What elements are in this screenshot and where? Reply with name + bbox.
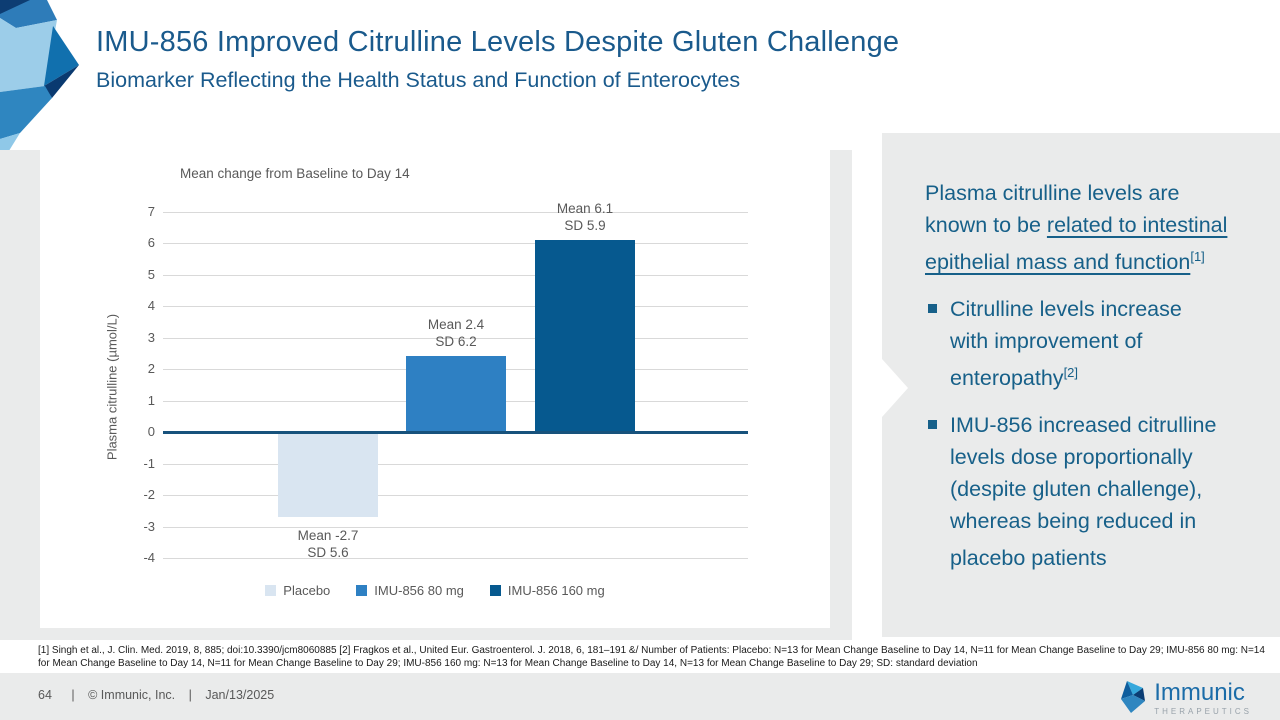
chart-legend: Placebo IMU-856 80 mg IMU-856 160 mg [40,583,830,598]
gridline [163,526,748,528]
y-tick-label: -2 [143,487,155,502]
y-tick-label: 5 [147,266,155,282]
panel-chevron-arrow-icon [882,359,908,417]
bar-label: Mean -2.7 SD 5.6 [253,527,403,561]
legend-item-IMU-856 80 mg: IMU-856 80 mg [356,583,464,598]
panel-bullet-2-text: IMU-856 increased citrulline levels dose… [950,413,1217,571]
y-tick-label: 4 [147,298,155,313]
bar-chart-plot: 7 6 5 4 3 2 1 0 -1 -2 -3 -4 Mean -2.7 SD 5.6 Mean 2.4 S… [40,150,830,628]
bar-IMU-856 160 mg [535,239,635,432]
panel-bullet-1: Citrulline levels increase with improvem… [925,293,1242,394]
bullet-square-icon [928,304,937,314]
logo-tagline: THERAPEUTICS [1154,707,1252,716]
footer-meta: 64 | © Immunic, Inc. | Jan/13/2025 [38,688,284,702]
bullet-square-icon [928,420,937,430]
bar-IMU-856 80 mg [406,356,506,432]
key-message-panel: Plasma citrulline levels are known to be… [882,133,1280,637]
gridline [163,211,748,213]
legend-label: Placebo [283,583,331,598]
bar-label-mean: Mean 6.1 [556,200,614,216]
chart-title: Mean change from Baseline to Day 14 [180,166,410,181]
y-tick-label: 0 [147,424,155,439]
gridline [163,274,748,276]
gridline [163,306,748,307]
legend-swatch-icon [265,585,277,596]
immunic-logo-gem-icon [1121,681,1146,713]
legend-swatch-icon [489,585,501,596]
slide-header: IMU-856 Improved Citrulline Levels Despi… [96,26,899,93]
panel-intro-underlined-text: related to intestinal epithelial mass an… [925,213,1228,275]
y-tick-label: -3 [143,518,155,534]
y-tick-label: 3 [147,329,155,345]
bar-Placebo [278,432,378,518]
y-tick-label: -1 [143,455,155,471]
y-tick-label: -4 [143,550,155,565]
logo-wordmark: Immunic [1154,679,1245,706]
decorative-gem-graphic [0,0,79,154]
bar-label: Mean 6.1 SD 5.9 [510,200,660,234]
legend-label: IMU-856 160 mg [507,583,605,598]
y-tick-label: 2 [147,361,155,376]
panel-intro-text: Plasma citrulline levels are known to be [925,181,1180,237]
slide-subtitle: Biomarker Reflecting the Health Status a… [96,68,741,92]
bar-label-sd: SD 6.2 [435,334,477,350]
y-tick-label: 7 [147,203,155,219]
panel-bullet-1-text: Citrulline levels increase with improvem… [950,297,1182,391]
bar-label-sd: SD 5.6 [307,545,349,561]
slide-footer: 64 | © Immunic, Inc. | Jan/13/2025 Immun… [0,673,1280,720]
gridline [163,558,748,559]
citation-ref-1: [1] [1190,249,1205,264]
legend-label: IMU-856 80 mg [374,583,464,598]
footnote-band: [1] Singh et al., J. Clin. Med. 2019, 8,… [0,640,1280,673]
y-tick-label: 1 [147,392,155,408]
footer-separator: | [71,688,75,702]
footnote-line-2: for Mean Change Baseline to Day 14, N=11… [38,658,978,669]
slide-title: IMU-856 Improved Citrulline Levels Despi… [96,26,900,58]
bar-label-mean: Mean 2.4 [427,317,485,333]
bar-label-sd: SD 5.9 [564,217,606,233]
legend-item-Placebo: Placebo [265,583,330,598]
footer-date: Jan/13/2025 [205,688,275,702]
immunic-logo: Immunic THERAPEUTICS [1119,680,1252,716]
legend-swatch-icon [356,585,368,596]
gridline [163,337,748,339]
chart-card: Mean change from Baseline to Day 14 Plas… [40,150,830,628]
panel-intro-paragraph: Plasma citrulline levels are known to be… [925,177,1242,278]
gridline [163,495,748,496]
footnote-line-1: [1] Singh et al., J. Clin. Med. 2019, 8,… [38,645,1265,656]
bar-label-mean: Mean -2.7 [297,528,359,544]
gridline [163,243,748,244]
citation-ref-2: [2] [1063,365,1079,381]
y-tick-label: 6 [147,235,155,250]
gridline [163,463,748,465]
bar-label: Mean 2.4 SD 6.2 [381,316,531,350]
page-number: 64 [38,688,52,702]
footer-separator: | [188,688,192,702]
footer-copyright: © Immunic, Inc. [88,688,176,702]
panel-bullet-2: IMU-856 increased citrulline levels dose… [925,409,1242,574]
logo-text: Immunic THERAPEUTICS [1154,679,1252,717]
legend-item-IMU-856 160 mg: IMU-856 160 mg [489,583,605,598]
zero-axis-line [163,431,748,434]
